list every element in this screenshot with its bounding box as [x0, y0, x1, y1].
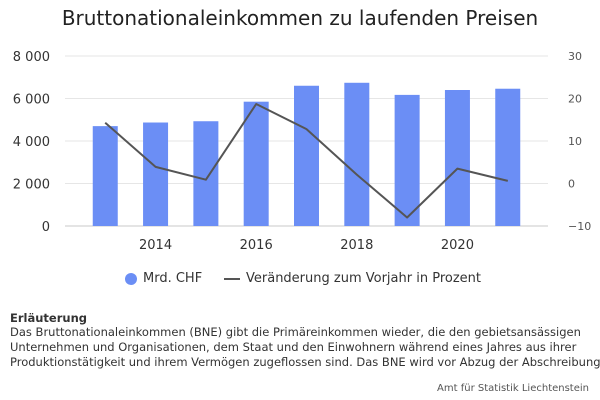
chart-title: Bruttonationaleinkommen zu laufenden Pre… [61, 6, 539, 30]
y-left-tick-label: 2 000 [13, 178, 50, 193]
x-tick-label: 2016 [240, 238, 273, 253]
legend-item-bars[interactable]: Mrd. CHF [125, 271, 202, 286]
bar [143, 122, 169, 226]
note-heading: Erläuterung [10, 311, 87, 325]
note-line: Produktionstätigkeit und ihrem Vermögen … [10, 355, 600, 369]
chart-area: 0 2 000 4 000 6 000 8 000 −10 0 10 20 30 2014 2016 2… [13, 50, 591, 253]
legend-label-line: Veränderung zum Vorjahr in Prozent [246, 271, 481, 286]
y-right-tick-label: 0 [568, 178, 575, 191]
note-line: Das Bruttonationaleinkommen (BNE) gibt d… [10, 325, 581, 339]
legend-line-marker [224, 277, 240, 280]
y-left-tick-label: 8 000 [13, 50, 50, 65]
legend-label-bars: Mrd. CHF [143, 271, 203, 286]
y-left-tick-label: 4 000 [13, 135, 50, 150]
y-right-tick-label: −10 [568, 220, 591, 233]
bar [394, 94, 420, 226]
legend-bar-marker [125, 272, 137, 285]
bar [294, 85, 319, 226]
bar [495, 88, 521, 226]
y-right-tick-label: 30 [568, 50, 582, 63]
x-tick-label: 2014 [139, 238, 172, 253]
note-line: Unternehmen und Organisationen, dem Staa… [10, 340, 577, 354]
change-line [104, 103, 509, 219]
bar [344, 82, 370, 227]
bar [444, 90, 470, 226]
y-left-tick-label: 6 000 [13, 93, 50, 108]
bar [92, 126, 118, 226]
bar [193, 121, 219, 226]
y-left-tick-label: 0 [42, 220, 50, 235]
explanation-note: Erläuterung Das Bruttonationaleinkommen … [10, 311, 600, 370]
x-tick-label: 2020 [441, 238, 474, 253]
legend-item-line[interactable]: Veränderung zum Vorjahr in Prozent [224, 271, 481, 286]
x-tick-label: 2018 [340, 238, 373, 253]
source-credit: Amt für Statistik Liechtenstein [437, 383, 589, 394]
legend: Mrd. CHF Veränderung zum Vorjahr in Proz… [0, 271, 600, 293]
y-right-tick-label: 10 [568, 135, 582, 148]
y-right-tick-label: 20 [568, 93, 582, 106]
bar [243, 101, 269, 226]
